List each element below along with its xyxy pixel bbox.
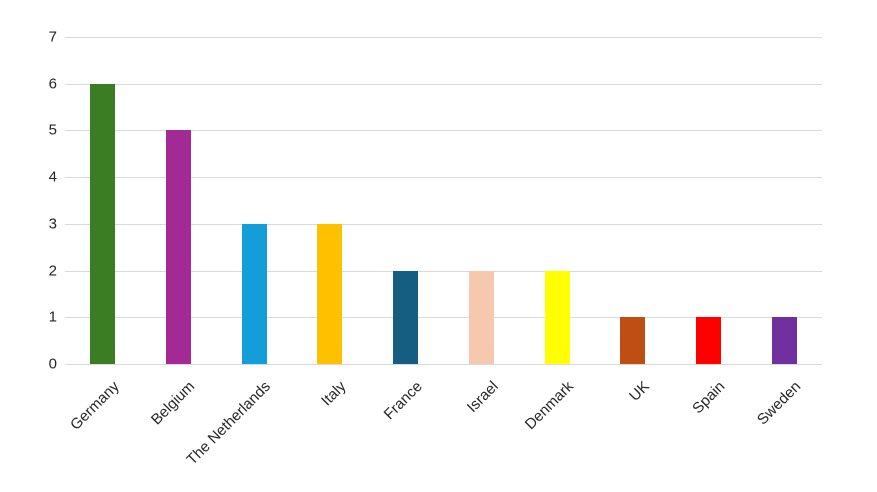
y-axis: 0 1 2 3 4 5 6 7 (0, 30, 57, 372)
bar-denmark (544, 270, 570, 364)
x-axis: Germany Belgium The Netherlands Italy France… (65, 364, 822, 492)
bar-the-netherlands (241, 223, 267, 364)
x-tick-label: Germany (67, 378, 123, 434)
x-tick-label: Sweden (753, 378, 805, 429)
gridline (65, 37, 822, 38)
y-tick-label: 1 (48, 308, 57, 326)
y-tick-label: 6 (48, 75, 57, 93)
x-tick-label: Denmark (522, 378, 578, 434)
y-tick-label: 3 (48, 215, 57, 233)
x-tick-label: Belgium (148, 378, 199, 429)
gridline (65, 270, 822, 272)
bar-france (393, 270, 419, 364)
y-tick-label: 5 (48, 121, 57, 139)
plot-area (65, 37, 822, 365)
y-tick-label: 2 (48, 262, 57, 280)
gridline (65, 83, 822, 85)
gridline (65, 317, 822, 319)
gridline (65, 177, 822, 179)
y-tick-label: 0 (48, 355, 57, 373)
x-tick-label: Spain (689, 378, 729, 418)
x-tick-label: The Netherlands (183, 378, 275, 469)
x-tick-label: France (380, 378, 426, 424)
gridline (65, 223, 822, 225)
bar-germany (90, 83, 116, 364)
bar-spain (695, 317, 721, 364)
y-tick-label: 4 (48, 168, 57, 186)
bar-belgium (166, 130, 192, 364)
x-tick-label: Israel (463, 378, 502, 416)
y-tick-label: 7 (48, 28, 57, 46)
x-tick-label: Italy (318, 378, 350, 410)
bar-israel (468, 270, 494, 364)
gridline (65, 364, 822, 365)
gridline (65, 130, 822, 132)
bar-uk (620, 317, 646, 364)
bar-sweden (771, 317, 797, 364)
x-tick-label: UK (626, 378, 653, 405)
bar-italy (317, 223, 343, 364)
